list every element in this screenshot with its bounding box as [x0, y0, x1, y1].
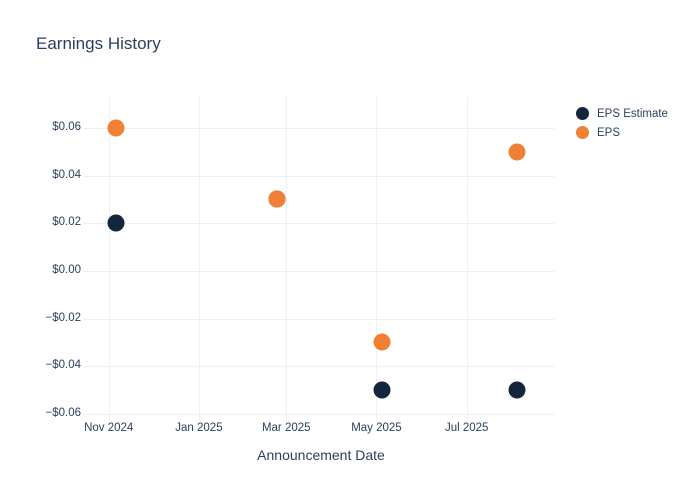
data-point[interactable] [107, 214, 125, 232]
y-gridline [83, 223, 554, 225]
data-point[interactable] [268, 190, 286, 208]
y-tick-label: $0.00 [52, 263, 81, 276]
data-point[interactable] [107, 119, 125, 137]
x-gridline [108, 97, 110, 420]
legend: EPS Estimate EPS [576, 107, 668, 139]
x-gridline [466, 97, 468, 420]
x-axis-title: Announcement Date [257, 447, 385, 463]
y-tick-label: $0.02 [52, 216, 81, 229]
y-gridline [83, 175, 554, 177]
legend-label-eps: EPS [597, 126, 621, 139]
data-point[interactable] [508, 381, 526, 399]
y-tick-label: −$0.02 [45, 311, 82, 324]
x-tick-label: Nov 2024 [84, 422, 134, 434]
x-tick-label: May 2025 [351, 422, 402, 434]
y-tick-label: $0.06 [52, 120, 81, 133]
x-gridline [376, 97, 378, 420]
y-tick-label: $0.04 [52, 168, 81, 181]
y-gridline [83, 270, 554, 272]
x-gridline [198, 97, 200, 420]
eps-estimate-marker-icon [576, 107, 589, 120]
legend-item-eps[interactable]: EPS [576, 126, 668, 139]
eps-marker-icon [576, 126, 589, 139]
chart-title: Earnings History [36, 34, 161, 53]
y-gridline [83, 318, 554, 320]
y-tick-label: −$0.04 [45, 359, 82, 372]
x-tick-label: Mar 2025 [261, 422, 311, 434]
legend-item-eps-estimate[interactable]: EPS Estimate [576, 107, 668, 120]
y-tick-label: −$0.06 [45, 406, 82, 419]
legend-label-eps-estimate: EPS Estimate [597, 107, 668, 120]
x-tick-label: Jul 2025 [444, 422, 489, 434]
x-gridline [286, 97, 288, 420]
data-point[interactable] [373, 333, 391, 351]
x-tick-label: Jan 2025 [175, 422, 223, 434]
data-point[interactable] [508, 143, 526, 161]
y-gridline [83, 127, 554, 129]
data-point[interactable] [373, 381, 391, 399]
y-gridline [83, 413, 554, 415]
y-gridline [83, 366, 554, 368]
